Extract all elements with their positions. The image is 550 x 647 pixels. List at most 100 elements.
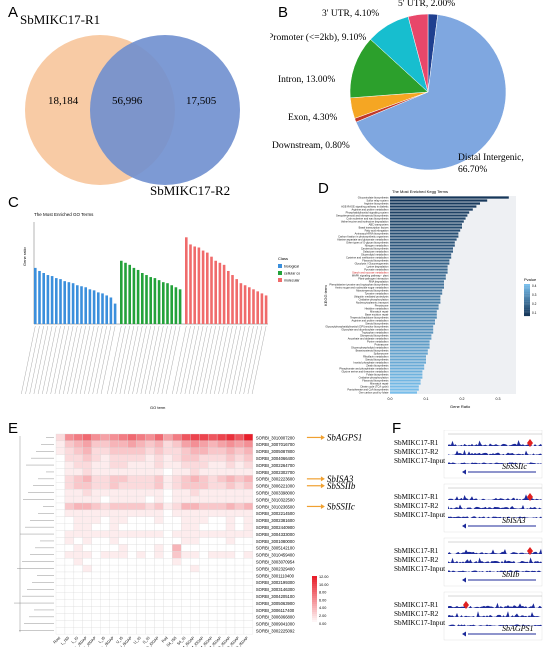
heatmap-cell — [216, 571, 227, 580]
heatmap-cell — [73, 585, 84, 593]
heatmap-cell — [82, 592, 92, 600]
heatmap-cell — [145, 461, 155, 469]
heatmap-cell — [243, 495, 254, 504]
kegg-colorbar-cell-7 — [524, 295, 530, 297]
heatmap-cell — [118, 461, 128, 469]
heatmap-cell — [109, 592, 119, 600]
heatmap-legend-tick-4: 4.00 — [319, 606, 326, 610]
kegg-term-label-8: Valine leucine and isoleucine degradatio… — [341, 219, 389, 223]
kegg-x-tick-3: 0.3 — [496, 397, 501, 401]
venn-right-count: 17,505 — [186, 95, 217, 107]
kegg-bar-63 — [390, 385, 419, 388]
heatmap-cell — [118, 592, 128, 600]
heatmap-cell — [225, 551, 236, 559]
go-bar-10 — [76, 285, 79, 324]
heatmap-legend-tick-5: 2.00 — [319, 614, 326, 618]
track-signal-0-0 — [448, 440, 542, 446]
heatmap-arrowhead-3 — [320, 503, 325, 509]
heatmap-legend-cell-17 — [312, 610, 317, 613]
heatmap-cell — [216, 454, 227, 462]
heatmap-cell — [225, 433, 236, 442]
heatmap-row-label-23: SORBI_3004205100 — [256, 594, 295, 599]
heatmap-cell — [73, 475, 84, 483]
heatmap-cell — [234, 599, 245, 607]
go-bar-15 — [97, 292, 100, 324]
heatmap-cell — [172, 627, 182, 635]
heatmap-cell — [118, 551, 128, 559]
heatmap-legend-tick-6: 0.00 — [319, 622, 326, 626]
go-bar-46 — [231, 275, 234, 324]
heatmap-gene-label-3: SbSSIIc — [327, 501, 355, 511]
kegg-colorbar-cell-2 — [524, 287, 530, 289]
heatmap-cell — [190, 620, 200, 628]
heatmap-cell — [64, 585, 75, 593]
gene-name-1: SbISA3 — [502, 516, 526, 525]
heatmap-cell — [172, 502, 182, 511]
heatmap-cell — [199, 620, 209, 628]
go-bar-26 — [145, 275, 148, 324]
heatmap-cell — [234, 440, 245, 448]
gene-name-0: SbSSIIc — [502, 462, 527, 471]
heatmap-cell — [181, 475, 191, 483]
go-tick-label-39 — [188, 325, 204, 395]
heatmap-cell — [127, 564, 137, 573]
venn-diagram: SbMIKC17-R1 SbMIKC17-R2 18,184 56,996 17… — [20, 12, 240, 198]
heatmap-cell — [145, 489, 155, 497]
heatmap-cell — [118, 599, 128, 607]
heatmap-cell — [225, 599, 236, 607]
kegg-term-label-64: Pantothenate and CoA biosynthesis — [347, 387, 389, 391]
heatmap-cell — [181, 516, 191, 524]
go-bar-3 — [46, 275, 50, 324]
heatmap-cell — [243, 440, 254, 448]
heatmap-cell — [234, 592, 245, 600]
go-bar-34 — [178, 289, 182, 324]
kegg-term-label-29: Phenylalanine tyrosine and tryptophan bi… — [329, 282, 389, 286]
heatmap-cell — [127, 571, 137, 580]
heatmap-cell — [91, 482, 101, 490]
heatmap-cell — [181, 461, 191, 469]
heatmap-cell — [181, 523, 191, 531]
kegg-bar-42 — [390, 322, 435, 325]
heatmap-cell — [163, 489, 173, 497]
heatmap-cell — [118, 523, 128, 531]
kegg-bar-51 — [390, 349, 428, 352]
heatmap-cell — [190, 613, 200, 621]
track-label-1-1: SbMIKC17-R2 — [394, 502, 439, 510]
kegg-colorbar-cell-12 — [524, 303, 530, 305]
heatmap-legend-cell-22 — [312, 620, 317, 623]
go-bar-23 — [132, 267, 136, 324]
heatmap-col-label-8: U_I5DAP — [119, 636, 133, 647]
heatmap-col-label-15: S4_I5DAP — [180, 636, 196, 647]
heatmap-cell — [145, 585, 155, 593]
heatmap-legend-cell-12 — [312, 600, 317, 603]
heatmap-cell — [207, 475, 218, 483]
kegg-term-label-6: Sesquiterpenoid and triterpenoid biosynt… — [336, 213, 389, 217]
go-bar-21 — [124, 262, 127, 324]
heatmap-cell — [136, 495, 146, 504]
panel-letter-e: E — [8, 420, 19, 437]
go-xlabel: GO term — [150, 405, 166, 410]
heatmap-cell — [154, 523, 164, 531]
kegg-colorbar-cell-18 — [524, 312, 530, 315]
heatmap-cell — [225, 613, 236, 621]
go-tick-label-54 — [251, 325, 267, 395]
pie-slice-6 — [407, 13, 429, 93]
heatmap-cell — [73, 433, 84, 442]
heatmap-cell — [172, 530, 182, 538]
track-label-2-2: SbMIKC17-Input — [394, 565, 445, 573]
heatmap-cell — [109, 551, 119, 559]
heatmap-cell — [234, 454, 245, 462]
heatmap-cell — [100, 440, 110, 448]
heatmap-cell — [181, 544, 191, 552]
heatmap-cell — [100, 530, 110, 538]
heatmap-cell — [91, 509, 101, 517]
heatmap-cell — [163, 592, 173, 600]
heatmap-cell — [145, 606, 155, 614]
heatmap-row-label-2: SORBI_3005087800 — [256, 449, 295, 454]
go-tick-label-10 — [63, 325, 78, 395]
kegg-bar-21 — [390, 259, 450, 262]
heatmap-cell — [82, 523, 92, 531]
go-tick-label-38 — [184, 325, 200, 395]
heatmap-cell — [190, 585, 200, 593]
heatmap-legend-cell-21 — [312, 618, 317, 621]
